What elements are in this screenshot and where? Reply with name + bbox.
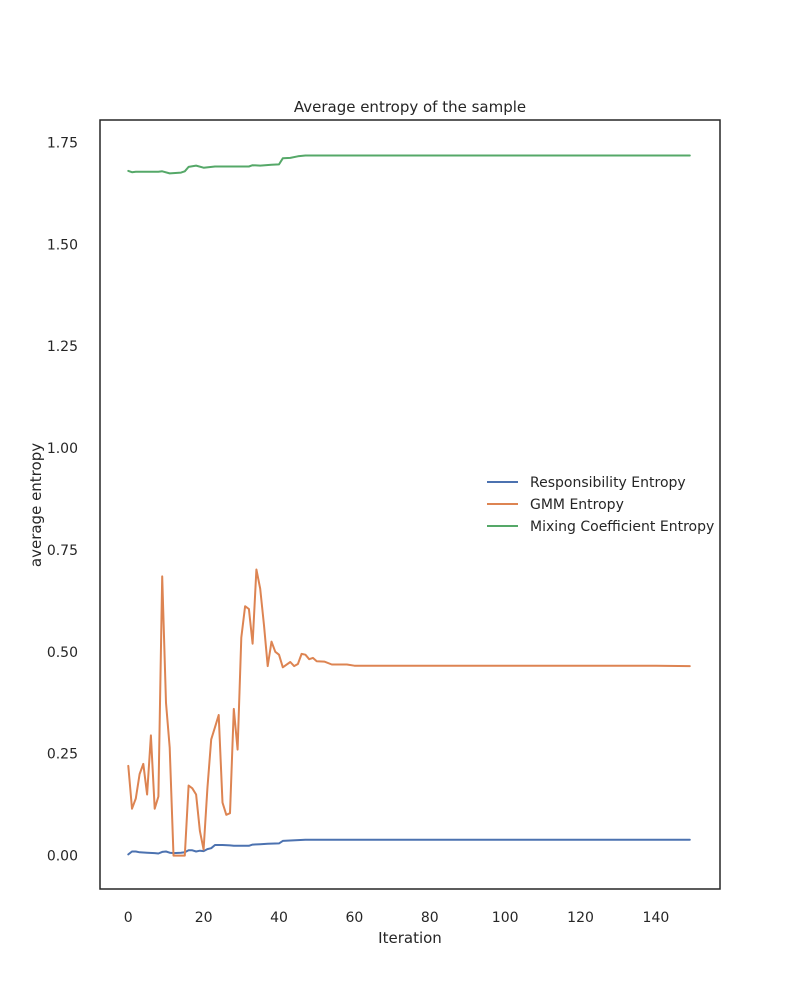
x-axis-ticks: 0 20 40 60 80 100 120 140 <box>124 910 669 926</box>
legend: Responsibility Entropy GMM Entropy Mixing … <box>487 475 714 535</box>
plot-frame <box>99 119 721 890</box>
x-tick-label: 120 <box>567 910 594 926</box>
series-line-3 <box>127 154 691 175</box>
series-line-2 <box>127 568 691 857</box>
y-tick-label: 0.00 <box>47 849 78 865</box>
legend-label: Responsibility Entropy <box>530 475 686 491</box>
y-tick-label: 1.25 <box>47 339 78 355</box>
legend-label: Mixing Coefficient Entropy <box>530 519 714 535</box>
legend-label: GMM Entropy <box>530 497 624 513</box>
x-axis-title: Iteration <box>378 929 442 947</box>
chart-title: Average entropy of the sample <box>294 98 526 116</box>
x-tick-label: 0 <box>124 910 133 926</box>
y-tick-label: 0.50 <box>47 645 78 661</box>
x-tick-label: 40 <box>270 910 288 926</box>
x-tick-label: 100 <box>492 910 519 926</box>
y-tick-label: 1.50 <box>47 237 78 253</box>
y-tick-label: 0.25 <box>47 747 78 763</box>
plot-lines <box>127 154 691 857</box>
y-tick-label: 0.75 <box>47 543 78 559</box>
y-tick-label: 1.75 <box>47 135 78 151</box>
y-axis-ticks: 0.00 0.25 0.50 0.75 1.00 1.25 1.50 1.75 <box>47 135 78 864</box>
x-tick-label: 20 <box>195 910 213 926</box>
x-tick-label: 140 <box>643 910 670 926</box>
x-tick-label: 60 <box>345 910 363 926</box>
x-tick-label: 80 <box>421 910 439 926</box>
y-tick-label: 1.00 <box>47 441 78 457</box>
series-line-1 <box>127 838 691 856</box>
y-axis-title: average entropy <box>27 443 45 567</box>
